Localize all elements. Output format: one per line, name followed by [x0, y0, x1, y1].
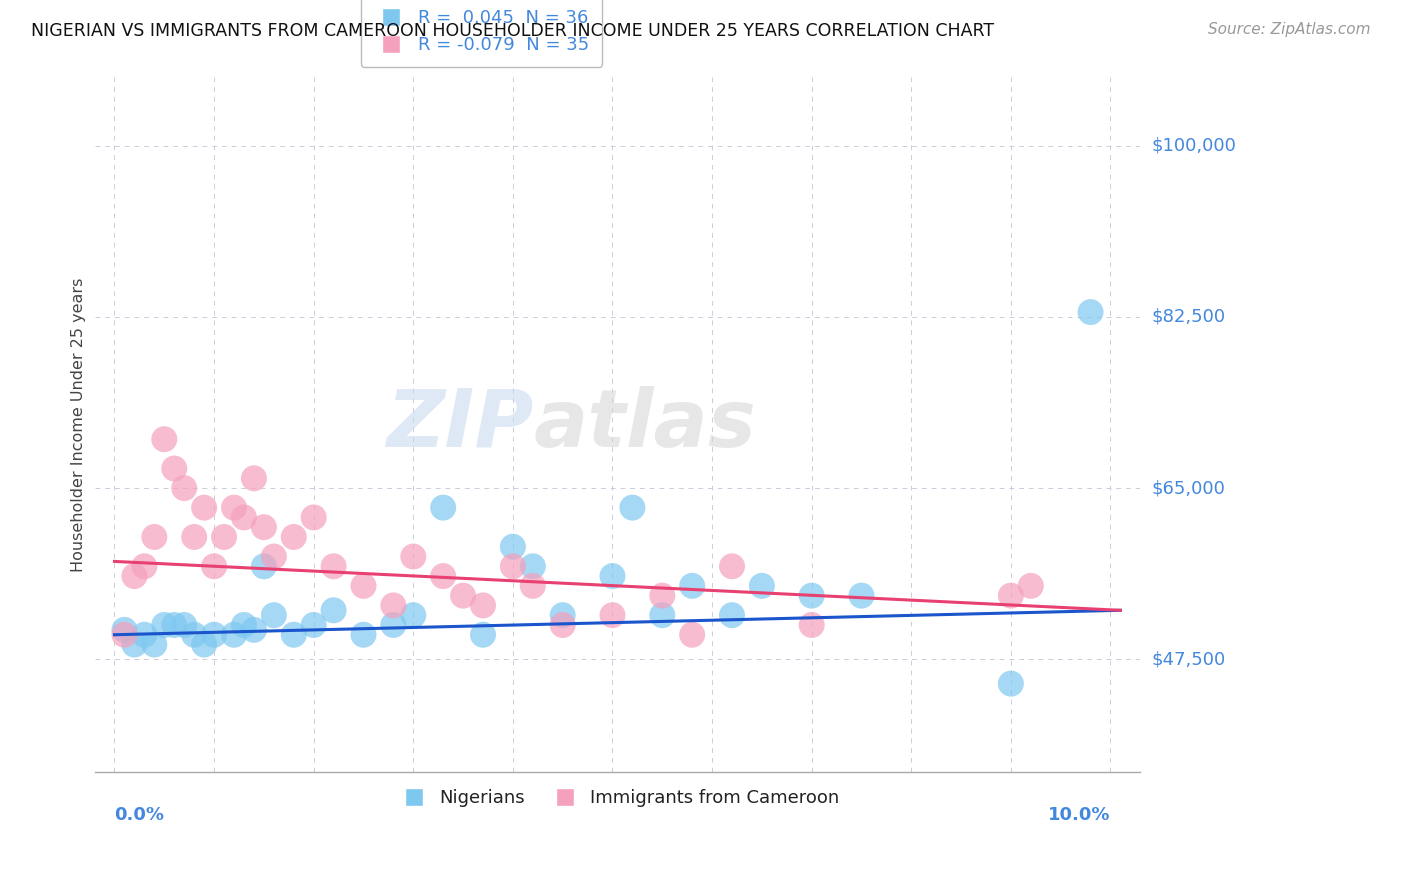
Point	[502, 559, 524, 574]
Point	[322, 603, 344, 617]
Point	[283, 530, 305, 544]
Text: $82,500: $82,500	[1152, 308, 1226, 326]
Point	[222, 628, 245, 642]
Point	[243, 623, 266, 637]
Point	[602, 608, 624, 623]
Text: Source: ZipAtlas.com: Source: ZipAtlas.com	[1208, 22, 1371, 37]
Text: NIGERIAN VS IMMIGRANTS FROM CAMEROON HOUSEHOLDER INCOME UNDER 25 YEARS CORRELATI: NIGERIAN VS IMMIGRANTS FROM CAMEROON HOU…	[31, 22, 994, 40]
Point	[353, 579, 375, 593]
Point	[143, 530, 166, 544]
Point	[233, 510, 256, 524]
Point	[243, 471, 266, 485]
Point	[263, 608, 285, 623]
Point	[173, 618, 195, 632]
Point	[402, 549, 425, 564]
Point	[1080, 305, 1102, 319]
Point	[651, 608, 673, 623]
Point	[353, 628, 375, 642]
Point	[202, 628, 225, 642]
Point	[851, 589, 873, 603]
Text: $47,500: $47,500	[1152, 650, 1226, 668]
Point	[800, 589, 823, 603]
Text: 0.0%: 0.0%	[114, 805, 165, 824]
Point	[153, 618, 176, 632]
Point	[253, 520, 276, 534]
Point	[1000, 676, 1022, 690]
Point	[114, 628, 136, 642]
Point	[322, 559, 344, 574]
Point	[602, 569, 624, 583]
Point	[302, 510, 325, 524]
Point	[522, 559, 544, 574]
Text: ZIP: ZIP	[387, 385, 534, 464]
Point	[302, 618, 325, 632]
Point	[472, 599, 495, 613]
Point	[651, 589, 673, 603]
Point	[143, 638, 166, 652]
Point	[124, 569, 146, 583]
Text: 10.0%: 10.0%	[1047, 805, 1111, 824]
Point	[193, 500, 215, 515]
Point	[451, 589, 474, 603]
Point	[114, 623, 136, 637]
Point	[502, 540, 524, 554]
Point	[202, 559, 225, 574]
Point	[432, 569, 454, 583]
Point	[233, 618, 256, 632]
Point	[681, 579, 703, 593]
Legend: Nigerians, Immigrants from Cameroon: Nigerians, Immigrants from Cameroon	[388, 782, 846, 814]
Point	[1019, 579, 1042, 593]
Point	[382, 599, 405, 613]
Point	[621, 500, 644, 515]
Point	[721, 559, 744, 574]
Point	[124, 638, 146, 652]
Point	[382, 618, 405, 632]
Y-axis label: Householder Income Under 25 years: Householder Income Under 25 years	[72, 277, 86, 572]
Point	[163, 461, 186, 475]
Point	[183, 628, 205, 642]
Point	[472, 628, 495, 642]
Point	[222, 500, 245, 515]
Point	[551, 618, 574, 632]
Point	[1000, 589, 1022, 603]
Point	[263, 549, 285, 564]
Text: atlas: atlas	[534, 385, 756, 464]
Point	[134, 628, 156, 642]
Point	[402, 608, 425, 623]
Point	[283, 628, 305, 642]
Point	[432, 500, 454, 515]
Point	[134, 559, 156, 574]
Point	[522, 579, 544, 593]
Point	[751, 579, 773, 593]
Point	[800, 618, 823, 632]
Point	[681, 628, 703, 642]
Text: $100,000: $100,000	[1152, 136, 1236, 155]
Point	[551, 608, 574, 623]
Point	[163, 618, 186, 632]
Text: $65,000: $65,000	[1152, 479, 1226, 497]
Point	[721, 608, 744, 623]
Point	[173, 481, 195, 495]
Point	[253, 559, 276, 574]
Point	[212, 530, 235, 544]
Point	[183, 530, 205, 544]
Point	[193, 638, 215, 652]
Point	[153, 432, 176, 446]
